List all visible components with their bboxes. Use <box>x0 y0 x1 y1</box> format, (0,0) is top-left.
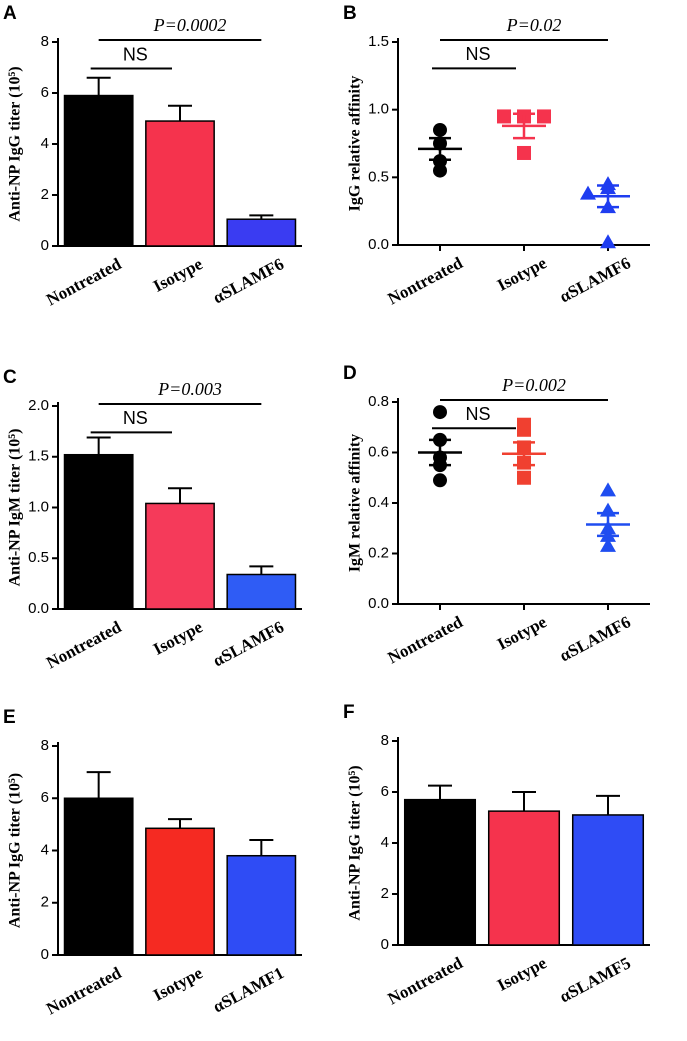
x-tick-label: Isotype <box>150 963 206 1005</box>
y-tick-label: 2 <box>381 885 389 902</box>
bar <box>226 854 297 956</box>
y-tick-label: 0 <box>381 936 389 953</box>
x-tick-label: αSLAMF6 <box>210 617 287 670</box>
panel-label: A <box>3 3 17 24</box>
x-tick-label: Isotype <box>150 617 206 659</box>
point <box>600 537 616 552</box>
x-tick-label: Nontreated <box>43 254 125 309</box>
bar <box>487 810 561 946</box>
y-tick-label: 0.2 <box>368 544 389 561</box>
point <box>433 473 447 488</box>
y-tick-label: 0 <box>41 946 49 963</box>
x-tick-label: Nontreated <box>43 617 125 672</box>
x-tick-label: Nontreated <box>385 253 467 308</box>
x-tick-label: Isotype <box>494 612 550 654</box>
point <box>600 482 616 497</box>
x-tick-label: αSLAMF6 <box>210 254 287 307</box>
bar <box>145 502 215 610</box>
bar <box>226 573 297 610</box>
bar <box>63 453 134 610</box>
point <box>433 405 447 420</box>
x-tick-label: Nontreated <box>385 612 467 667</box>
y-axis-label: Anti-NP IgG titer (10⁵) <box>7 66 24 221</box>
bar <box>145 120 215 247</box>
panel-label: D <box>343 363 357 384</box>
x-tick-label: Nontreated <box>43 963 125 1018</box>
x-tick-label: αSLAMF6 <box>556 253 633 306</box>
bar <box>403 798 477 946</box>
point <box>537 109 551 124</box>
y-tick-label: 0.8 <box>368 393 389 410</box>
x-tick-label: αSLAMF1 <box>210 963 287 1016</box>
x-tick-label: Isotype <box>494 253 550 295</box>
y-tick-label: 6 <box>381 783 389 800</box>
y-tick-label: 0.5 <box>28 549 49 566</box>
panel-label: B <box>343 3 357 24</box>
x-tick-label: αSLAMF6 <box>556 612 633 665</box>
y-tick-label: 2 <box>41 186 49 203</box>
y-tick-label: 6 <box>41 789 49 806</box>
x-tick-label: Nontreated <box>385 953 467 1008</box>
significance-label: P=0.003 <box>157 379 222 399</box>
point <box>517 145 531 160</box>
bar <box>63 94 134 247</box>
point <box>600 234 616 249</box>
y-tick-label: 0.5 <box>368 168 389 185</box>
point <box>517 470 531 485</box>
y-axis-label: IgG relative affinity <box>347 76 364 212</box>
x-tick-label: Isotype <box>494 953 550 995</box>
y-tick-label: 0.0 <box>28 600 49 617</box>
panel-label: F <box>343 702 355 723</box>
y-axis-label: IgM relative affinity <box>347 434 364 572</box>
y-axis-label: Anti-NP IgG titer (10⁵) <box>7 773 24 928</box>
y-tick-label: 1.5 <box>28 448 49 465</box>
point <box>497 109 511 124</box>
significance-label: NS <box>465 44 490 64</box>
bar <box>571 814 645 946</box>
significance-label: NS <box>465 404 490 424</box>
y-tick-label: 0.0 <box>368 595 389 612</box>
significance-label: P=0.0002 <box>153 15 227 35</box>
y-tick-label: 0 <box>41 237 49 254</box>
bar <box>63 797 134 956</box>
y-tick-label: 8 <box>41 737 49 754</box>
significance-label: P=0.002 <box>501 375 566 395</box>
point <box>433 122 447 137</box>
y-tick-label: 4 <box>381 834 389 851</box>
point <box>433 163 447 178</box>
panel-label: C <box>3 367 17 388</box>
y-tick-label: 4 <box>41 841 49 858</box>
point <box>517 422 531 437</box>
y-axis-label: Anti-NP IgG titer (10⁵) <box>347 765 364 920</box>
y-tick-label: 0.0 <box>368 236 389 253</box>
significance-label: P=0.02 <box>506 15 562 35</box>
bar <box>226 218 297 247</box>
y-tick-label: 8 <box>41 33 49 50</box>
y-tick-label: 8 <box>381 732 389 749</box>
y-axis-label: Anti-NP IgM titer (10⁵) <box>7 429 24 587</box>
x-tick-label: αSLAMF5 <box>556 953 633 1006</box>
significance-label: NS <box>123 44 148 64</box>
y-tick-label: 1.0 <box>28 498 49 515</box>
panel-label: E <box>3 707 16 728</box>
y-tick-label: 4 <box>41 135 49 152</box>
y-tick-label: 2 <box>41 894 49 911</box>
bar <box>145 827 215 956</box>
y-tick-label: 1.5 <box>368 33 389 50</box>
x-tick-label: Isotype <box>150 254 206 296</box>
y-tick-label: 0.4 <box>368 494 389 511</box>
y-tick-label: 1.0 <box>368 101 389 118</box>
y-tick-label: 6 <box>41 84 49 101</box>
significance-label: NS <box>123 408 148 428</box>
y-tick-label: 2.0 <box>28 397 49 414</box>
y-tick-label: 0.6 <box>368 443 389 460</box>
